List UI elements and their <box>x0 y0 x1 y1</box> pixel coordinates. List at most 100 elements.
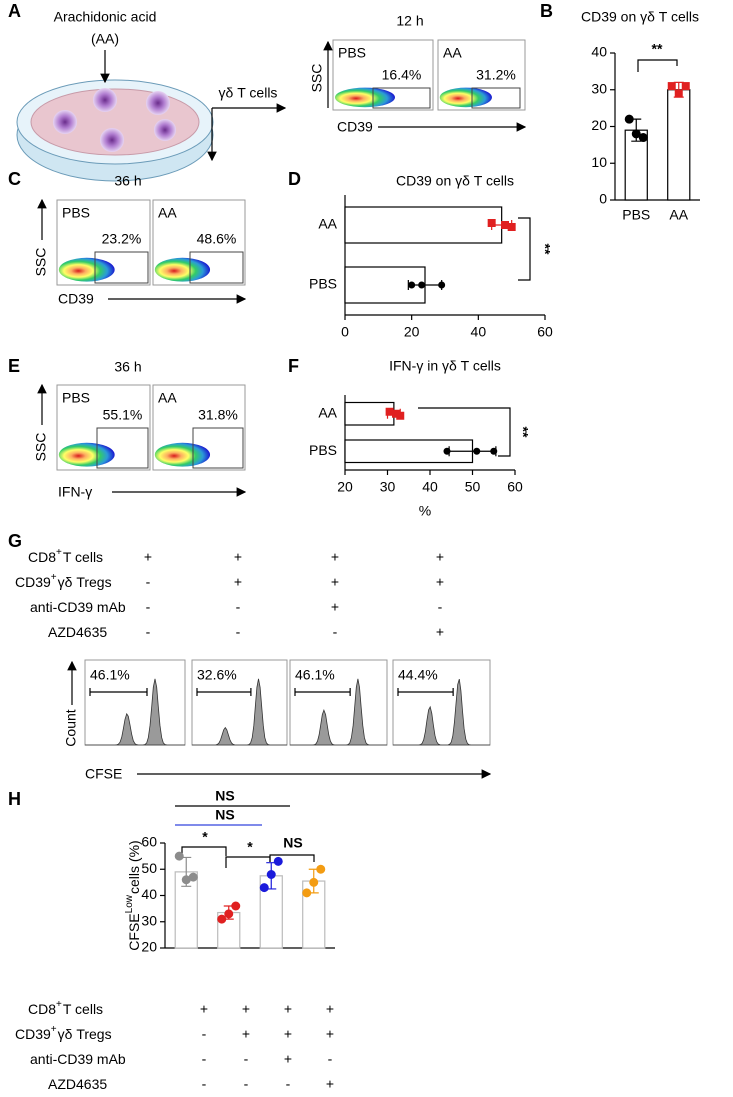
gate-percent: 44.4% <box>398 667 438 683</box>
label-part: Low <box>124 894 135 913</box>
x-tick-label: 30 <box>380 479 396 495</box>
gate-percent: 23.2% <box>102 231 142 247</box>
condition-sign: + <box>331 599 339 615</box>
panel-letter: C <box>8 169 21 189</box>
y-tick-label: 50 <box>141 860 157 876</box>
panel-letter: B <box>540 1 553 21</box>
data-point <box>174 851 184 861</box>
y-tick-label: PBS <box>309 442 337 458</box>
bracket <box>518 217 531 281</box>
histogram <box>85 678 185 746</box>
data-point <box>638 133 648 143</box>
bracket <box>225 856 271 868</box>
condition-sign: + <box>331 574 339 590</box>
y-axis-label: SSC <box>33 433 49 462</box>
condition-sign: + <box>326 1076 334 1092</box>
histogram-frame <box>289 659 388 746</box>
data-point <box>181 875 191 885</box>
data-point <box>392 409 400 418</box>
data-point <box>438 281 446 289</box>
cell-density <box>154 442 211 467</box>
y-tick-label: 60 <box>141 834 157 850</box>
data-point <box>507 223 516 231</box>
condition-sign: + <box>144 549 152 565</box>
y-tick-label: 20 <box>591 117 607 133</box>
bracket <box>181 846 227 858</box>
data-point <box>259 883 269 893</box>
treatment-label: Arachidonic acid <box>54 9 157 25</box>
condition-sign: + <box>436 574 444 590</box>
condition-sign: - <box>438 599 443 615</box>
condition-sign: - <box>328 1051 333 1067</box>
gate-bracket <box>196 688 252 696</box>
data-point <box>681 82 690 91</box>
panel-letter: G <box>8 531 22 551</box>
gate-percent: 16.4% <box>382 67 422 83</box>
condition-label: AZD4635 <box>48 624 107 640</box>
cell-density <box>335 87 395 108</box>
bar <box>667 89 691 201</box>
condition-sign: + <box>436 624 444 640</box>
x-tick-label: AA <box>669 207 688 223</box>
condition-sign: + <box>284 1001 292 1017</box>
condition-sign: - <box>236 599 241 615</box>
label-part: + <box>56 999 62 1010</box>
group-label: PBS <box>338 45 366 61</box>
condition-sign: - <box>202 1076 207 1092</box>
chart-title: IFN-γ in γδ T cells <box>389 358 501 374</box>
gate-percent: 48.6% <box>197 231 237 247</box>
data-point <box>224 909 234 919</box>
chart-title: CD39 on γδ T cells <box>581 9 699 25</box>
label-part: cells (%) <box>126 840 142 894</box>
data-point <box>231 901 241 911</box>
data-point <box>302 888 312 898</box>
data-point <box>674 89 683 98</box>
label-part: AZD4635 <box>48 1076 107 1092</box>
y-axis-label: Count <box>63 709 79 746</box>
gate <box>372 87 431 109</box>
significance: NS <box>283 835 302 851</box>
label-part: anti-CD39 mAb <box>30 1051 126 1067</box>
bracket <box>269 854 315 862</box>
significance: ** <box>515 427 531 438</box>
significance: * <box>202 829 208 845</box>
cell-density <box>58 442 115 467</box>
gate-percent: 31.8% <box>198 407 238 423</box>
petri-dish <box>16 79 214 182</box>
label-part: + <box>51 1024 57 1035</box>
x-tick-label: PBS <box>622 207 650 223</box>
label-part: γδ Tregs <box>58 1026 112 1042</box>
significance: * <box>247 839 253 855</box>
gate-percent: 31.2% <box>476 67 516 83</box>
label-part: + <box>51 572 57 583</box>
data-point <box>667 82 676 91</box>
condition-sign: + <box>436 549 444 565</box>
panel-letter: H <box>8 789 21 809</box>
condition-label: CD39+γδ Tregs <box>15 572 112 590</box>
condition-label: CD39+γδ Tregs <box>15 1024 112 1042</box>
condition-sign: + <box>242 1001 250 1017</box>
label-part: T cells <box>63 1001 103 1017</box>
histogram <box>393 678 490 746</box>
group-label: AA <box>443 45 462 61</box>
panel-letter: F <box>288 356 299 376</box>
data-point <box>273 856 283 866</box>
condition-sign: + <box>326 1026 334 1042</box>
gate <box>96 427 149 469</box>
label-part: CD8 <box>28 549 56 565</box>
histogram-frame <box>392 659 491 746</box>
label-part: γδ Tregs <box>58 574 112 590</box>
data-point <box>443 447 451 455</box>
condition-sign: - <box>244 1076 249 1092</box>
x-axis-label: CD39 <box>58 291 94 307</box>
y-tick-label: 30 <box>591 80 607 96</box>
y-axis-label: CFSELowcells (%) <box>124 840 142 950</box>
x-axis-label: CD39 <box>337 119 373 135</box>
x-tick-label: 20 <box>337 479 353 495</box>
gate <box>192 427 244 469</box>
chart-title: CD39 on γδ T cells <box>396 173 514 189</box>
label-part: + <box>56 547 62 558</box>
histogram-frame <box>191 659 288 746</box>
condition-sign: - <box>146 574 151 590</box>
